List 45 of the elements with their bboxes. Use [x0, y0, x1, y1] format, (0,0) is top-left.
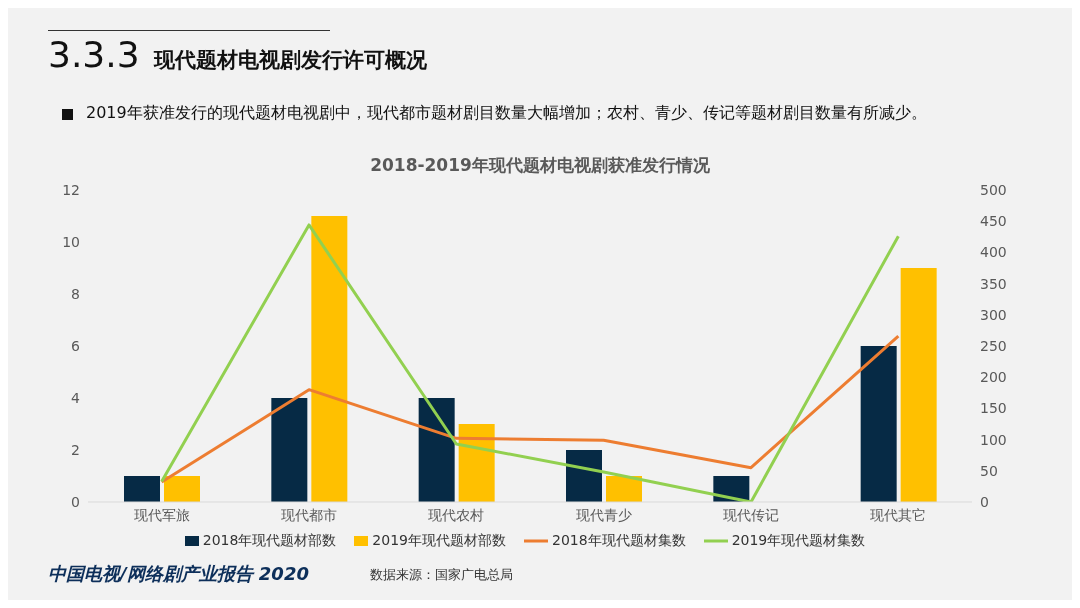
- y2-tick-label: 450: [980, 213, 1007, 230]
- x-tick-label: 现代农村: [428, 506, 485, 523]
- bar: [606, 476, 642, 502]
- y-tick-label: 4: [71, 389, 81, 406]
- y2-tick-label: 300: [980, 306, 1007, 323]
- x-tick-label: 现代青少: [575, 506, 632, 523]
- x-tick-label: 现代军旅: [133, 506, 190, 523]
- y2-tick-label: 100: [980, 431, 1007, 448]
- x-tick-label: 现代其它: [870, 506, 927, 523]
- text: 3.3.3 现代题材电视剧发行许可概况: [48, 34, 427, 75]
- y2-tick-label: 400: [980, 244, 1007, 261]
- y-tick-label: 6: [71, 337, 81, 354]
- line-series: [160, 223, 900, 502]
- legend-label: 2018年现代题材部数: [202, 532, 337, 550]
- line-series: [160, 334, 900, 484]
- y-tick-label: 8: [71, 285, 80, 302]
- y2-tick-label: 250: [980, 337, 1007, 354]
- chart-subtitle: 2019年获准发行的现代题材电视剧中，现代都市题材剧目数量大幅增加；农村、青少、传记等题材剧目数量有所减少。: [86, 103, 927, 124]
- legend-label: 2019年现代题材集数: [731, 532, 866, 550]
- y2-tick-label: 500: [980, 181, 1007, 198]
- bar: [458, 424, 495, 502]
- bar: [418, 398, 455, 502]
- x-tick-label: 现代传记: [723, 506, 779, 523]
- legend-label: 2019年现代题材部数: [372, 532, 506, 550]
- text: 中国电视/网络剧产业报告 2020: [48, 562, 309, 586]
- y2-tick-label: 50: [980, 462, 998, 479]
- source-note: 数据来源：国家广电总局: [370, 566, 513, 584]
- x-tick-label: 现代都市: [281, 506, 337, 523]
- bar: [900, 268, 937, 502]
- y-tick-label: 0: [71, 493, 80, 510]
- bar: [164, 476, 200, 502]
- bar: [860, 346, 897, 502]
- y-tick-label: 2: [71, 441, 80, 458]
- y-tick-label: 12: [62, 181, 80, 198]
- y2-tick-label: 200: [980, 369, 1007, 386]
- y2-tick-label: 150: [980, 400, 1007, 417]
- y-tick-label: 10: [62, 233, 80, 250]
- bar: [124, 476, 160, 502]
- bar: [311, 216, 348, 502]
- chart-title: 2018-2019年现代题材电视剧获准发行情况: [369, 154, 711, 177]
- legend-label: 2018年现代题材集数: [552, 532, 686, 550]
- bar: [566, 450, 602, 502]
- y2-tick-label: 350: [980, 275, 1007, 292]
- y2-tick-label: 0: [980, 493, 989, 510]
- bar: [271, 398, 308, 502]
